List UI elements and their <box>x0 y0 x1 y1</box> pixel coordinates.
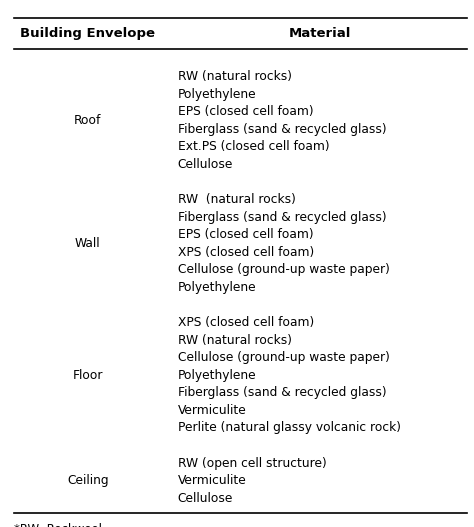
Text: *RW- Rockwool: *RW- Rockwool <box>14 523 102 527</box>
Text: Cellulose: Cellulose <box>178 158 233 171</box>
Text: Fiberglass (sand & recycled glass): Fiberglass (sand & recycled glass) <box>178 211 386 224</box>
Text: RW (natural rocks): RW (natural rocks) <box>178 334 292 347</box>
Text: Cellulose (ground-up waste paper): Cellulose (ground-up waste paper) <box>178 264 390 276</box>
Text: EPS (closed cell foam): EPS (closed cell foam) <box>178 105 313 118</box>
Text: Fiberglass (sand & recycled glass): Fiberglass (sand & recycled glass) <box>178 386 386 399</box>
Text: Ext.PS (closed cell foam): Ext.PS (closed cell foam) <box>178 140 329 153</box>
Text: Floor: Floor <box>73 369 103 382</box>
Text: Ceiling: Ceiling <box>67 474 109 487</box>
Text: EPS (closed cell foam): EPS (closed cell foam) <box>178 228 313 241</box>
Text: Roof: Roof <box>74 114 101 127</box>
Text: Vermiculite: Vermiculite <box>178 404 246 417</box>
Text: Polyethylene: Polyethylene <box>178 281 256 294</box>
Text: Polyethylene: Polyethylene <box>178 88 256 101</box>
Text: Cellulose (ground-up waste paper): Cellulose (ground-up waste paper) <box>178 352 390 364</box>
Text: Fiberglass (sand & recycled glass): Fiberglass (sand & recycled glass) <box>178 123 386 136</box>
Text: Polyethylene: Polyethylene <box>178 369 256 382</box>
Text: XPS (closed cell foam): XPS (closed cell foam) <box>178 246 314 259</box>
Text: Wall: Wall <box>75 237 100 250</box>
Text: RW  (natural rocks): RW (natural rocks) <box>178 193 296 206</box>
Text: Perlite (natural glassy volcanic rock): Perlite (natural glassy volcanic rock) <box>178 421 401 434</box>
Text: Vermiculite: Vermiculite <box>178 474 246 487</box>
Text: Cellulose: Cellulose <box>178 492 233 505</box>
Text: RW (natural rocks): RW (natural rocks) <box>178 70 292 83</box>
Text: RW (open cell structure): RW (open cell structure) <box>178 457 327 470</box>
Text: Building Envelope: Building Envelope <box>20 27 155 40</box>
Text: Material: Material <box>289 27 351 40</box>
Text: XPS (closed cell foam): XPS (closed cell foam) <box>178 316 314 329</box>
